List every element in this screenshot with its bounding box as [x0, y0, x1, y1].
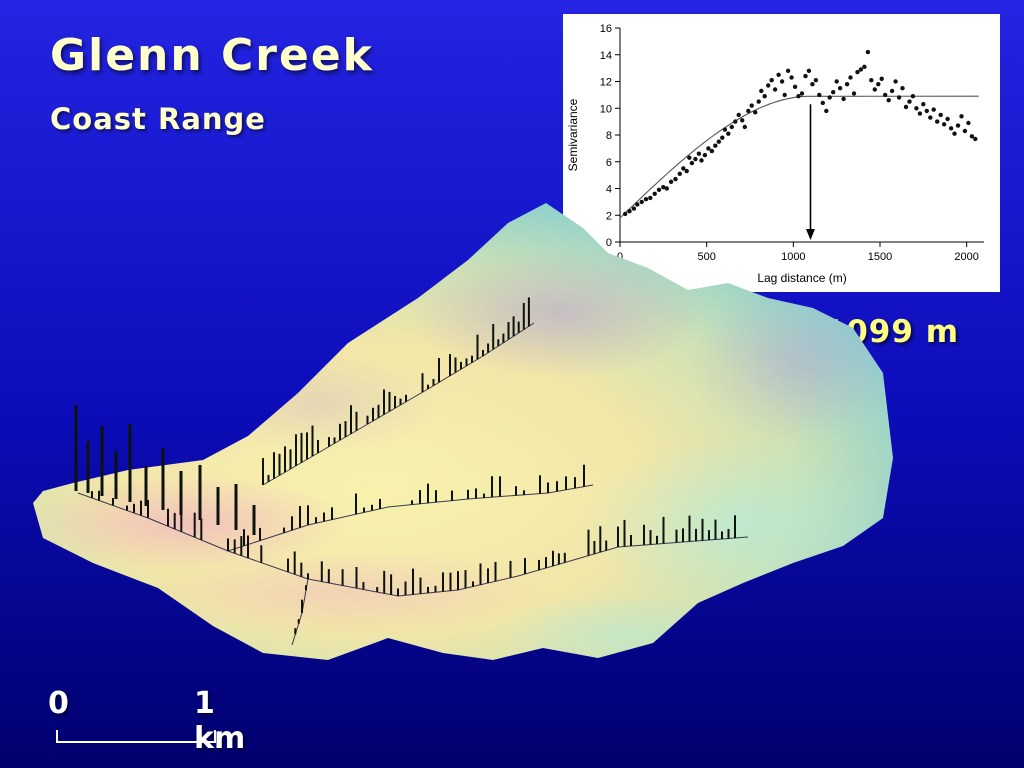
map-scale: 0 1 km — [44, 686, 274, 756]
svg-text:Lag distance (m): Lag distance (m) — [757, 271, 846, 285]
range-arrow — [805, 104, 815, 240]
svg-text:2: 2 — [606, 210, 612, 222]
terrain-shading — [33, 248, 893, 660]
model-curve — [619, 95, 979, 219]
svg-text:6: 6 — [606, 157, 612, 169]
svg-text:0: 0 — [606, 237, 612, 249]
svg-text:Semivariance: Semivariance — [566, 98, 580, 171]
semivariogram-chart: 0 2 4 6 8 10 12 14 16 0 500 1000 1500 2000 Lag distanc… — [563, 14, 1000, 292]
terrain-map — [33, 203, 893, 660]
semivariogram-plot: 0 2 4 6 8 10 12 14 16 0 500 1000 1500 2000 Lag distanc… — [566, 23, 984, 285]
svg-text:16: 16 — [600, 23, 612, 35]
svg-text:12: 12 — [600, 77, 612, 89]
svg-text:500: 500 — [697, 251, 715, 263]
page-title: Glenn Creek — [50, 30, 374, 81]
scale-km-label: 1 km — [194, 686, 246, 756]
svg-text:1500: 1500 — [868, 251, 892, 263]
svg-text:8: 8 — [606, 130, 612, 142]
svg-text:1000: 1000 — [781, 251, 805, 263]
scatter-points — [623, 49, 978, 217]
elevation-bars — [74, 297, 736, 635]
svg-text:0: 0 — [617, 251, 623, 263]
page-subtitle: Coast Range — [50, 102, 266, 136]
svg-text:4: 4 — [606, 184, 612, 196]
svg-text:2000: 2000 — [954, 251, 978, 263]
svg-text:14: 14 — [600, 50, 612, 62]
scale-zero-label: 0 — [48, 686, 69, 721]
scale-bracket — [56, 730, 216, 743]
svg-text:10: 10 — [600, 103, 612, 115]
